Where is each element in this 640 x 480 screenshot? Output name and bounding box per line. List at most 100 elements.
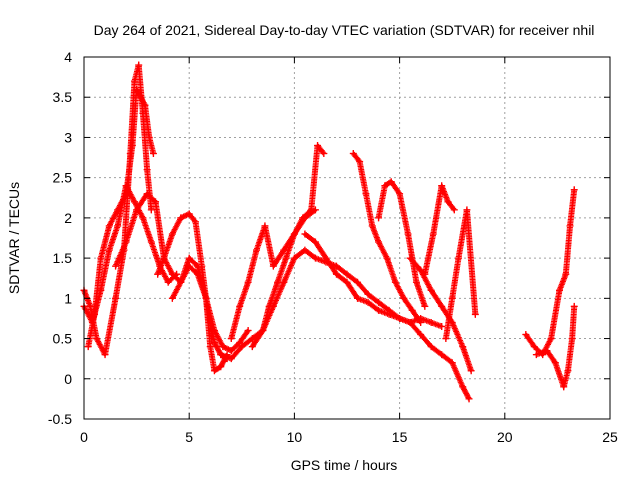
data-point	[177, 214, 185, 222]
data-point	[560, 383, 568, 391]
data-point	[463, 206, 471, 214]
data-point	[356, 158, 364, 166]
series-markers	[228, 206, 319, 342]
data-point	[217, 351, 225, 359]
data-point	[135, 61, 143, 69]
data-point	[322, 254, 330, 262]
data-point	[105, 222, 113, 230]
data-point	[543, 347, 551, 355]
data-point	[427, 318, 435, 326]
x-axis-label: GPS time / hours	[291, 457, 398, 473]
data-point	[530, 343, 538, 351]
data-point	[362, 190, 370, 198]
data-point	[562, 270, 570, 278]
data-point	[556, 286, 564, 294]
y-axis-label: SDTVAR / TECUs	[6, 182, 22, 294]
data-point	[133, 206, 141, 214]
data-point	[290, 230, 298, 238]
data-point	[122, 182, 130, 190]
y-tick-label: 2.5	[53, 170, 73, 186]
y-tick-label: 3.5	[53, 89, 73, 105]
series-track-8	[227, 206, 319, 343]
data-point	[145, 133, 153, 141]
data-point	[364, 298, 372, 306]
data-point	[417, 331, 425, 339]
data-point	[185, 254, 193, 262]
chart-title: Day 264 of 2021, Sidereal Day-to-day VTE…	[94, 22, 595, 38]
y-tick-label: 3	[64, 129, 72, 145]
data-point	[354, 294, 362, 302]
data-point	[566, 222, 574, 230]
data-point	[332, 270, 340, 278]
x-tick-label: 15	[392, 429, 408, 445]
data-point	[164, 278, 172, 286]
data-point	[147, 206, 155, 214]
data-point	[532, 351, 540, 359]
data-point	[396, 190, 404, 198]
data-point	[354, 278, 362, 286]
data-point	[301, 246, 309, 254]
plot-frame	[83, 56, 611, 420]
data-point	[227, 355, 235, 363]
data-point	[406, 318, 414, 326]
data-point	[438, 322, 446, 330]
data-point	[168, 230, 176, 238]
data-point	[152, 198, 160, 206]
data-point	[570, 186, 578, 194]
data-point	[274, 278, 282, 286]
data-point	[143, 190, 151, 198]
data-point	[244, 327, 252, 335]
series-track-12	[375, 178, 429, 310]
data-point	[141, 101, 149, 109]
data-point	[248, 343, 256, 351]
data-point	[444, 198, 452, 206]
x-tick-label: 20	[497, 429, 513, 445]
data-point	[381, 182, 389, 190]
data-point	[84, 343, 92, 351]
data-point	[149, 150, 157, 158]
data-point	[551, 359, 559, 367]
data-point	[442, 335, 450, 343]
series-track-17	[532, 302, 578, 391]
data-point	[383, 254, 391, 262]
data-point	[269, 302, 277, 310]
data-point	[375, 298, 383, 306]
data-point	[455, 254, 463, 262]
data-point	[465, 395, 473, 403]
data-point	[301, 230, 309, 238]
data-point	[130, 77, 138, 85]
data-point	[192, 218, 200, 226]
x-axis: 0 5 10 15 20 25	[80, 57, 618, 445]
data-point	[238, 343, 246, 351]
data-point	[438, 351, 446, 359]
data-point	[269, 262, 277, 270]
data-point	[375, 214, 383, 222]
data-traces	[80, 61, 578, 403]
data-point	[227, 347, 235, 355]
data-point	[112, 294, 120, 302]
data-point	[427, 286, 435, 294]
x-tick-label: 25	[602, 429, 618, 445]
data-point	[261, 222, 269, 230]
data-point	[570, 302, 578, 310]
data-point	[259, 327, 267, 335]
data-point	[101, 351, 109, 359]
data-point	[314, 141, 322, 149]
data-point	[387, 178, 395, 186]
data-point	[427, 343, 435, 351]
data-point	[253, 246, 261, 254]
data-point	[210, 367, 218, 375]
data-point	[368, 222, 376, 230]
data-point	[364, 290, 372, 298]
data-point	[143, 166, 151, 174]
data-point	[147, 238, 155, 246]
data-point	[408, 306, 416, 314]
data-point	[194, 262, 202, 270]
data-point	[564, 367, 572, 375]
data-point	[282, 254, 290, 262]
data-point	[412, 278, 420, 286]
data-point	[438, 302, 446, 310]
series-markers	[421, 182, 458, 278]
data-point	[219, 343, 227, 351]
